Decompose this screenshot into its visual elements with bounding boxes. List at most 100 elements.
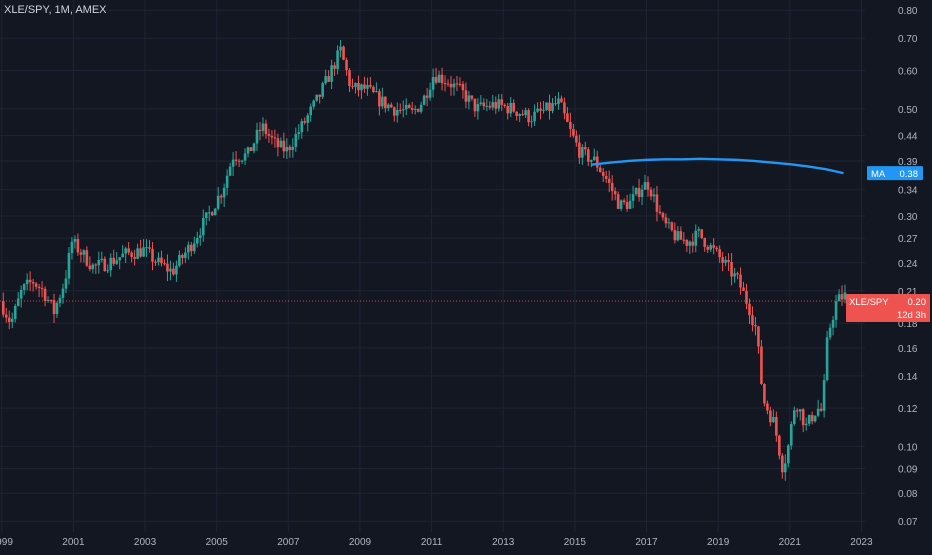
y-tick-label: 0.44 — [898, 132, 918, 143]
x-tick-label: 2009 — [349, 537, 372, 548]
candle-body — [19, 289, 23, 299]
candle-body — [691, 241, 695, 246]
candle-body — [13, 305, 17, 319]
candle-body — [730, 262, 733, 277]
candle-body — [82, 250, 86, 255]
candle-body — [130, 252, 133, 257]
candle-body — [163, 263, 166, 265]
candle-body — [61, 288, 65, 298]
candle-body — [112, 257, 116, 264]
x-axis[interactable]: 1999 2001 2003 2005 2007 2009 2011 2013 2015 2017… — [0, 537, 873, 548]
candle-body — [825, 337, 829, 381]
candle-body — [610, 182, 614, 192]
candle-body — [819, 408, 823, 411]
candle-body — [318, 94, 321, 97]
y-tick-label: 0.07 — [898, 517, 918, 528]
candle-body — [428, 89, 432, 98]
candle-body — [652, 194, 656, 197]
candle-body — [718, 249, 721, 258]
candle-body — [807, 414, 811, 424]
candle-body — [545, 102, 548, 110]
y-tick-label: 0.21 — [898, 287, 918, 298]
candle-body — [4, 314, 8, 318]
grid-layer — [0, 0, 865, 532]
candle-body — [121, 253, 124, 258]
candle-body — [578, 142, 581, 158]
last-price-value: 0.20 — [908, 297, 927, 308]
candle-body — [55, 303, 59, 315]
candle-body — [467, 95, 471, 102]
candle-body — [766, 403, 769, 411]
candle-body — [706, 246, 710, 250]
candle-body — [157, 257, 160, 263]
candle-body — [527, 110, 530, 123]
candle-body — [291, 146, 295, 151]
candle-body — [587, 149, 590, 162]
candle-body — [512, 102, 515, 112]
candle-body — [324, 76, 327, 84]
candle-body — [58, 297, 62, 304]
candle-body — [655, 194, 659, 212]
candle-body — [795, 410, 799, 412]
candle-body — [312, 100, 316, 107]
candle-body — [91, 264, 95, 270]
candle-body — [712, 245, 715, 248]
candle-body — [25, 279, 29, 285]
y-tick-label: 0.18 — [898, 319, 918, 330]
x-tick-label: 2003 — [134, 537, 157, 548]
candle-body — [139, 248, 142, 257]
candle-body — [837, 294, 841, 302]
candle-body — [551, 103, 554, 111]
candle-body — [542, 109, 545, 111]
candle-body — [258, 129, 262, 131]
candle-body — [658, 211, 662, 214]
candle-body — [46, 299, 50, 301]
candle-body — [598, 167, 602, 173]
ma-axis-box — [867, 166, 923, 181]
candle-body — [73, 239, 77, 242]
candle-body — [569, 121, 572, 130]
candle-body — [736, 273, 739, 275]
candle-body — [733, 273, 736, 277]
candle-body — [631, 194, 635, 201]
x-tick-label: 2001 — [62, 537, 85, 548]
y-tick-label: 0.14 — [898, 372, 918, 383]
candle-body — [115, 260, 119, 264]
candle-body — [404, 104, 408, 110]
candle-body — [363, 84, 366, 89]
candle-body — [395, 110, 399, 116]
candle-body — [437, 74, 441, 83]
y-axis[interactable]: 0.07 0.08 0.09 0.10 0.12 0.14 0.16 0.18 0.21 0.24… — [898, 6, 918, 528]
candle-body — [285, 146, 289, 152]
candle-body — [554, 103, 557, 105]
candle-body — [375, 91, 378, 93]
candle-body — [384, 96, 387, 109]
candle-body — [494, 102, 498, 109]
candle-body — [497, 99, 501, 109]
candle-body — [387, 104, 390, 109]
candle-body — [491, 102, 495, 108]
candle-body — [37, 286, 41, 289]
candle-body — [10, 318, 14, 322]
candle-body — [524, 110, 527, 116]
candle-body — [333, 65, 336, 69]
candle-body — [106, 270, 110, 272]
candle-body — [327, 76, 330, 82]
candle-body — [127, 248, 130, 253]
candle-body — [667, 222, 671, 224]
candle-body — [401, 109, 405, 111]
candle-body — [592, 156, 596, 160]
candle-body — [360, 84, 363, 91]
candle-body — [724, 259, 727, 263]
candle-body — [533, 111, 536, 122]
candle-body — [118, 257, 121, 261]
candle-body — [539, 108, 542, 111]
candle-body — [243, 153, 247, 161]
candle-body — [822, 380, 826, 411]
candle-body — [572, 129, 575, 136]
candle-body — [443, 83, 447, 85]
ma-line — [590, 157, 844, 175]
x-tick-label: 1999 — [0, 537, 13, 548]
